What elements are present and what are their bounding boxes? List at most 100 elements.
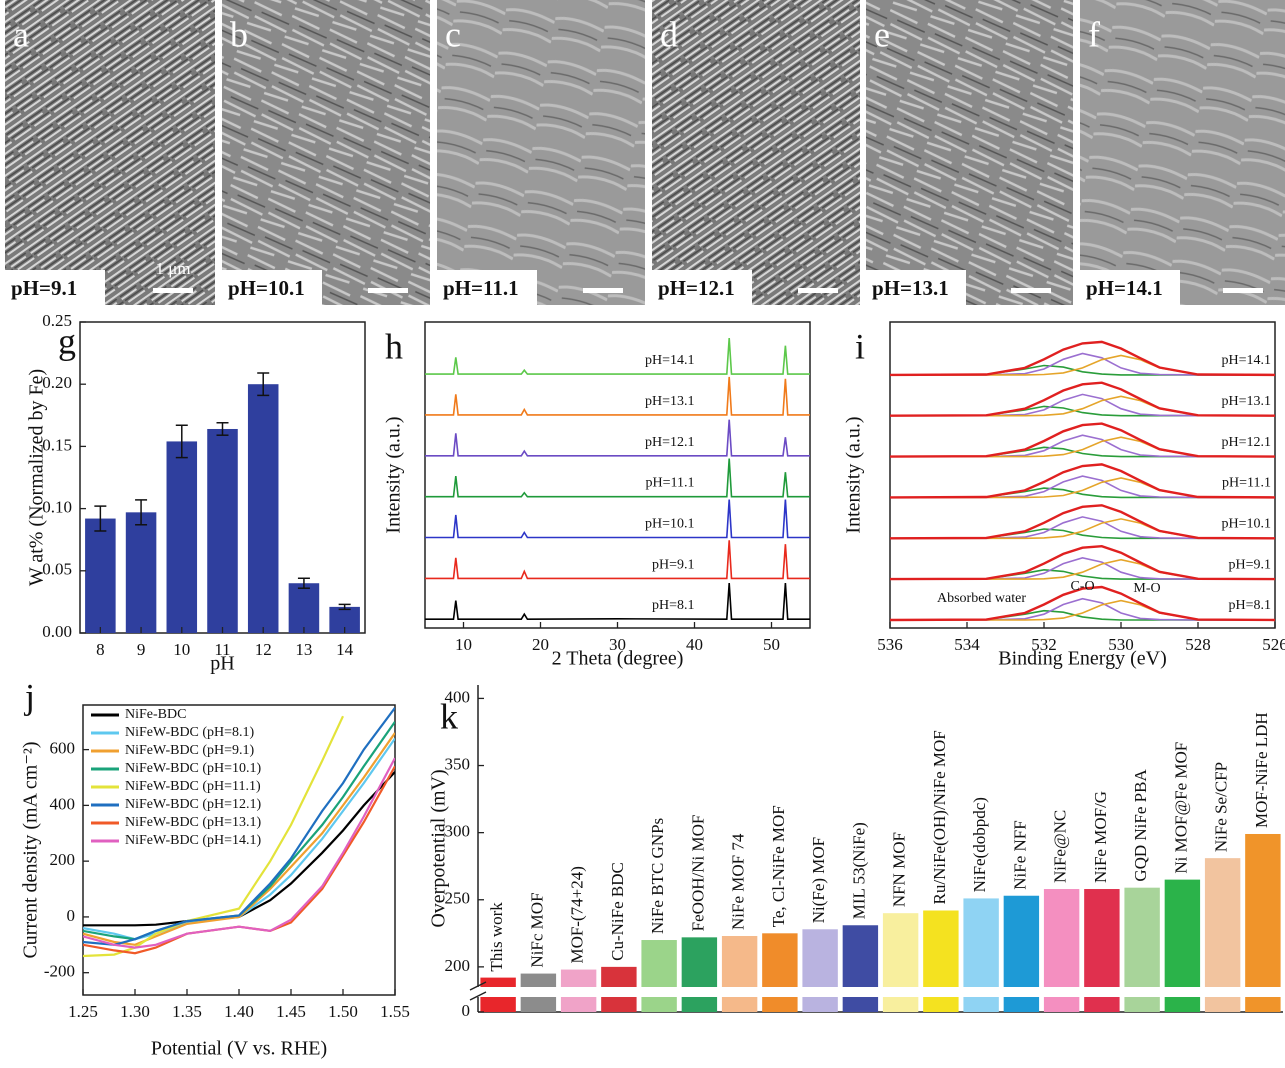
x-axis-title: 2 Theta (degree) [552, 648, 684, 670]
sem-image [5, 0, 215, 305]
fit-component [890, 352, 1275, 376]
trace-label: pH=11.1 [646, 476, 695, 491]
trace [425, 540, 810, 580]
trace-label: pH=11.1 [1222, 476, 1271, 491]
ph-label: pH=11.1 [443, 276, 519, 300]
y-tick-label: 0 [462, 1001, 471, 1020]
bar [85, 518, 116, 633]
trace-label: pH=13.1 [645, 394, 695, 409]
line [83, 707, 395, 946]
y-tick-label: 0.10 [42, 498, 72, 517]
trace [425, 376, 810, 416]
trace-label: pH=8.1 [1228, 598, 1271, 613]
bar-label: NiFe BTC GNPs [648, 818, 667, 934]
bar [721, 935, 758, 1012]
y-axis-title: Intensity (a.u.) [843, 416, 865, 533]
trace-label: pH=9.1 [652, 557, 695, 572]
bar [1204, 858, 1241, 1012]
bar-label: Ni MOF@Fe MOF [1171, 742, 1190, 874]
fit-component [890, 597, 1275, 621]
sem-image [866, 0, 1073, 305]
bar-label: NiFe MOF 74 [729, 833, 748, 930]
trace-label: pH=8.1 [652, 598, 695, 613]
fit-component [890, 393, 1275, 417]
label-box [652, 270, 752, 305]
legend-label: NiFeW-BDC (pH=12.1) [125, 797, 262, 812]
x-axis-title: Binding Energy (eV) [998, 648, 1167, 670]
y-tick-label: 350 [445, 754, 471, 773]
trace [889, 422, 1276, 458]
scale-bar-label: 1 μm [155, 259, 190, 278]
ph-label: pH=9.1 [11, 276, 77, 300]
error-bar [94, 505, 107, 532]
x-tick-label: 40 [686, 635, 703, 654]
trace [889, 585, 1276, 622]
label-box [1080, 270, 1180, 305]
scale-bar [798, 288, 838, 293]
bar-label: Ru/NiFe(OH)/NiFe MOF [930, 730, 949, 904]
y-tick-label: 0.05 [42, 560, 72, 579]
ph-label: pH=10.1 [228, 276, 305, 300]
y-axis-title: Intensity (a.u.) [383, 416, 405, 533]
y-tick-label: -200 [44, 962, 75, 981]
bar [802, 929, 838, 1012]
x-tick-label: 10 [455, 635, 472, 654]
x-tick-label: 534 [954, 635, 980, 654]
y-tick-label: 250 [445, 889, 471, 908]
sem-image [1080, 0, 1285, 305]
line [83, 732, 395, 946]
x-tick-label: 528 [1185, 635, 1211, 654]
trace [425, 458, 810, 498]
label-box [866, 270, 966, 305]
trace [425, 337, 810, 375]
bar [882, 913, 919, 1012]
error-bar [175, 424, 188, 459]
x-tick-label: 30 [609, 635, 626, 654]
bar-label: NiFe@NC [1051, 810, 1070, 883]
x-tick-label: 14 [336, 640, 354, 659]
sem-image [652, 0, 860, 305]
bar-label: MOF-NiFe LDH [1252, 712, 1271, 828]
y-tick-label: 300 [445, 822, 471, 841]
x-tick-label: 1.50 [328, 1002, 358, 1021]
bar-label: NiFe MOF/G [1091, 791, 1110, 883]
scale-bar [1223, 288, 1263, 293]
x-tick-label: 8 [96, 640, 105, 659]
x-tick-label: 1.35 [172, 1002, 202, 1021]
panel-letter: h [385, 326, 403, 366]
fit-component [890, 556, 1275, 580]
sem-image [437, 0, 645, 305]
trace-label: pH=12.1 [645, 435, 695, 450]
y-tick-label: 0 [67, 906, 76, 925]
panel-letter: d [660, 14, 678, 54]
bar-label: NiFe(dobpdc) [970, 797, 989, 892]
error-bar [135, 499, 148, 526]
bar-label: NiFc MOF [527, 892, 546, 967]
trace-label: pH=12.1 [1221, 435, 1271, 450]
panel-letter: j [23, 676, 35, 716]
bar-label: GQD NiFe PBA [1131, 769, 1150, 882]
trace [425, 419, 810, 457]
panel-letter: i [855, 326, 865, 366]
ph-label: pH=14.1 [1086, 276, 1163, 300]
error-bar [216, 422, 229, 436]
legend-label: NiFeW-BDC (pH=8.1) [125, 725, 255, 740]
y-tick-label: 400 [50, 794, 76, 813]
error-bar [257, 372, 270, 397]
x-tick-label: 1.30 [120, 1002, 150, 1021]
ph-label: pH=12.1 [658, 276, 735, 300]
scale-bar [153, 288, 193, 293]
x-tick-label: 536 [877, 635, 903, 654]
bar-label: NiFe Se/CFP [1212, 762, 1231, 852]
plot-frame [889, 321, 1276, 629]
trace-label: pH=14.1 [645, 353, 695, 368]
label-box [222, 270, 322, 305]
line [83, 771, 395, 927]
ph-label: pH=13.1 [872, 276, 949, 300]
bar [681, 937, 718, 1012]
trace [889, 463, 1276, 499]
panel-letter: f [1088, 14, 1100, 54]
x-tick-label: 13 [295, 640, 312, 659]
bar [288, 583, 320, 633]
